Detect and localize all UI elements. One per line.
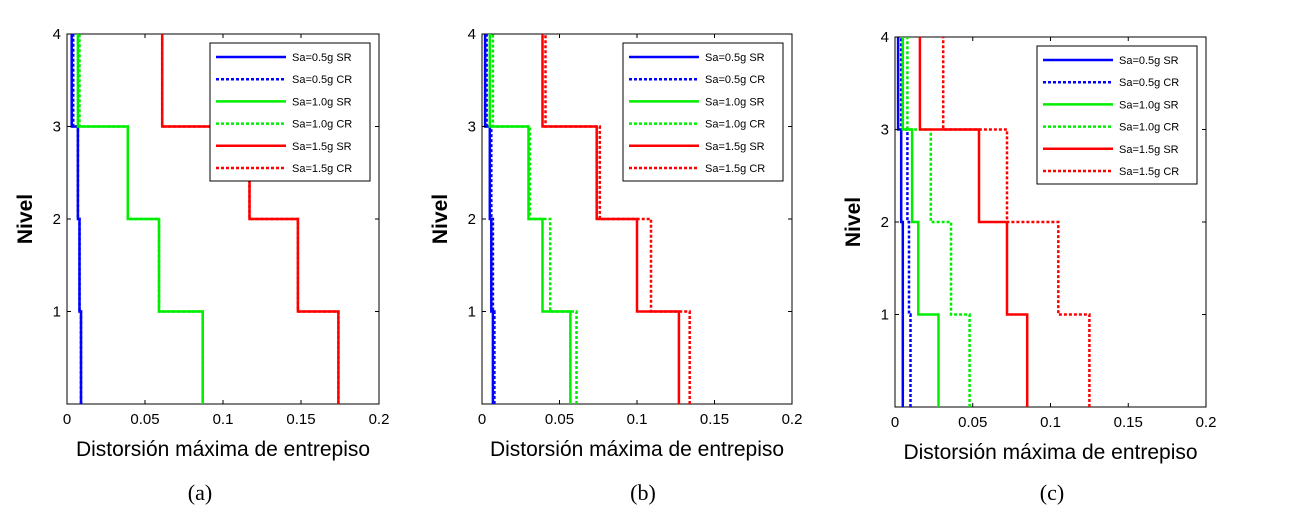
x-axis-label: Distorsión máxima de entrepiso <box>490 438 784 461</box>
legend-label: Sa=0.5g CR <box>292 74 352 86</box>
legend: Sa=0.5g SR Sa=0.5g CR Sa=1.0g SR Sa=1.0g CR… <box>1036 45 1198 185</box>
series-line-6 <box>544 34 691 404</box>
chart-caption: (c) <box>1040 480 1064 505</box>
x-tick-label: 0.2 <box>1196 414 1217 431</box>
y-axis-label: Nivel <box>429 194 452 244</box>
series-line-5 <box>160 34 340 404</box>
legend-label: Sa=1.0g CR <box>292 119 352 131</box>
legend-label: Sa=0.5g CR <box>705 74 765 86</box>
series-line-3 <box>901 37 940 407</box>
series-line-6 <box>941 37 1091 407</box>
series-line-4 <box>491 34 578 404</box>
legend-box <box>209 42 371 182</box>
y-tick-label: 2 <box>468 211 476 228</box>
y-tick-label: 4 <box>468 26 476 43</box>
x-tick-label: 0 <box>478 411 486 428</box>
legend-label: Sa=1.5g SR <box>292 141 352 153</box>
series-line-2 <box>71 34 83 404</box>
x-tick-label: 0.05 <box>545 411 574 428</box>
x-axis-label: Distorsión máxima de entrepiso <box>903 441 1197 464</box>
series-line-3 <box>76 34 204 404</box>
legend: Sa=0.5g SR Sa=0.5g CR Sa=1.0g SR Sa=1.0g CR… <box>622 42 784 182</box>
series-line-5 <box>918 37 1029 407</box>
y-axis-label: Nivel <box>842 197 865 247</box>
y-tick-label: 2 <box>53 211 61 228</box>
legend-box <box>622 42 784 182</box>
y-tick-label: 4 <box>53 26 61 43</box>
chart-1: 0 0.05 0.1 0.15 0.2 1 2 3 4 Distorsión máxima de … <box>14 26 389 505</box>
y-tick-label: 4 <box>881 29 889 46</box>
y-tick-label: 3 <box>468 119 476 136</box>
legend-label: Sa=1.0g SR <box>1119 99 1179 111</box>
x-tick-label: 0.15 <box>286 411 315 428</box>
x-tick-label: 0.1 <box>627 411 648 428</box>
y-tick-label: 1 <box>881 307 889 324</box>
series-line-4 <box>78 34 204 404</box>
legend-label: Sa=1.0g SR <box>705 96 765 108</box>
legend-label: Sa=1.0g CR <box>1119 122 1179 134</box>
y-tick-label: 1 <box>53 304 61 321</box>
y-tick-label: 3 <box>53 119 61 136</box>
legend-label: Sa=0.5g SR <box>1119 55 1179 67</box>
x-tick-label: 0.1 <box>213 411 234 428</box>
x-tick-label: 0 <box>63 411 71 428</box>
series-line-4 <box>906 37 971 407</box>
x-tick-label: 0 <box>891 414 899 431</box>
legend-label: Sa=1.0g SR <box>292 96 352 108</box>
x-tick-label: 0.2 <box>369 411 390 428</box>
legend-label: Sa=1.5g CR <box>705 163 765 175</box>
x-tick-label: 0.05 <box>958 414 987 431</box>
legend-label: Sa=0.5g SR <box>292 52 352 64</box>
series-line-2 <box>485 34 496 404</box>
x-tick-label: 0.15 <box>1114 414 1143 431</box>
chart-3: 0 0.05 0.1 0.15 0.2 1 2 3 4 Distorsión máxima de … <box>842 29 1216 505</box>
x-tick-label: 0.05 <box>130 411 159 428</box>
legend-box <box>1036 45 1198 185</box>
y-axis-label: Nivel <box>14 194 37 244</box>
chart-caption: (b) <box>630 480 656 505</box>
x-tick-label: 0.1 <box>1040 414 1061 431</box>
x-tick-label: 0.2 <box>782 411 803 428</box>
x-tick-label: 0.15 <box>700 411 729 428</box>
chart-2: 0 0.05 0.1 0.15 0.2 1 2 3 4 Distorsión máxima de … <box>429 26 802 505</box>
legend-label: Sa=1.5g SR <box>705 141 765 153</box>
legend-label: Sa=1.5g SR <box>1119 144 1179 156</box>
legend-label: Sa=1.5g CR <box>292 163 352 175</box>
legend-label: Sa=1.0g CR <box>705 119 765 131</box>
x-axis-label: Distorsión máxima de entrepiso <box>76 438 370 461</box>
chart-caption: (a) <box>188 480 212 505</box>
legend-label: Sa=0.5g CR <box>1119 77 1179 89</box>
legend-label: Sa=0.5g SR <box>705 52 765 64</box>
y-tick-label: 3 <box>881 122 889 139</box>
y-tick-label: 2 <box>881 214 889 231</box>
legend: Sa=0.5g SR Sa=0.5g CR Sa=1.0g SR Sa=1.0g CR… <box>209 42 371 182</box>
y-tick-label: 1 <box>468 304 476 321</box>
legend-label: Sa=1.5g CR <box>1119 166 1179 178</box>
